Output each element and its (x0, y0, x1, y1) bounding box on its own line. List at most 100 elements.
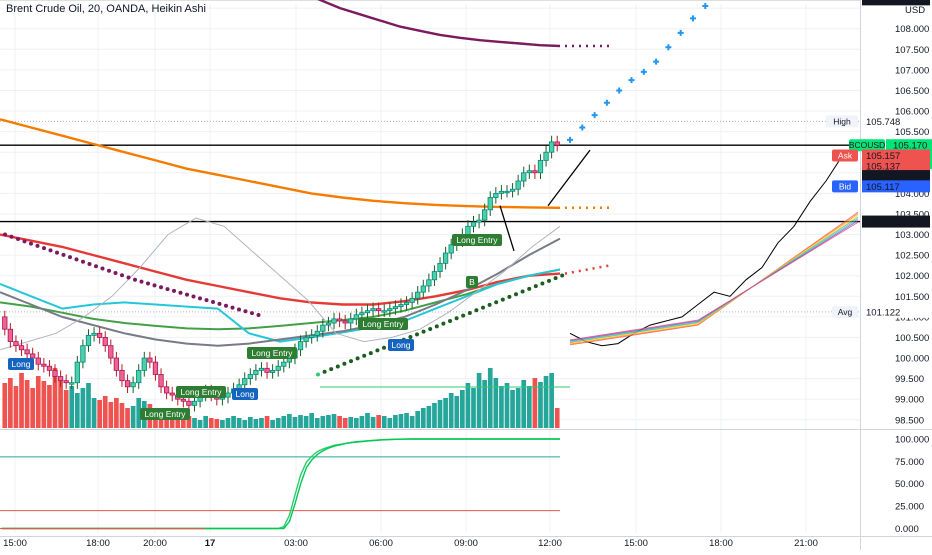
candle-body[interactable] (331, 318, 337, 324)
candle-body[interactable] (370, 308, 376, 312)
candle-body[interactable] (415, 291, 421, 299)
candle-body[interactable] (130, 382, 136, 388)
candle-body[interactable] (320, 324, 326, 332)
signal-marker-box[interactable] (232, 388, 258, 400)
candle-body[interactable] (85, 334, 92, 347)
signal-markers-layer[interactable]: Long Entry Long Long Entry Long Entry Long Lo… (8, 234, 502, 420)
candle-body[interactable] (74, 361, 80, 384)
candle-body[interactable] (113, 357, 120, 371)
candles-layer[interactable] (2, 135, 560, 412)
candle-body[interactable] (521, 172, 527, 182)
candle-body[interactable] (242, 378, 248, 386)
candle-body[interactable] (325, 322, 332, 326)
candle-body[interactable] (281, 361, 287, 367)
candle-body[interactable] (57, 376, 64, 382)
candle-body[interactable] (46, 365, 53, 371)
candle-body[interactable] (348, 318, 354, 324)
candle-body[interactable] (504, 190, 510, 194)
candle-body[interactable] (465, 225, 471, 235)
candle-body[interactable] (69, 382, 75, 385)
candle-body[interactable] (498, 190, 505, 194)
candle-body[interactable] (52, 369, 58, 377)
candle-body[interactable] (2, 316, 8, 330)
candle-body[interactable] (97, 332, 103, 338)
candle-body[interactable] (91, 332, 97, 336)
candle-body[interactable] (7, 328, 14, 342)
candle-body[interactable] (509, 188, 516, 192)
candle-body[interactable] (403, 302, 410, 305)
candle-body[interactable] (314, 330, 320, 336)
candle-body[interactable] (353, 314, 359, 320)
candle-body[interactable] (41, 363, 47, 367)
candle-body[interactable] (387, 308, 393, 312)
candle-body[interactable] (119, 369, 125, 382)
candle-body[interactable] (420, 285, 426, 293)
candle-body[interactable] (309, 334, 315, 338)
candle-body[interactable] (554, 141, 560, 146)
candle-body[interactable] (532, 170, 538, 174)
candle-body[interactable] (35, 357, 41, 365)
signal-marker-box[interactable] (176, 386, 226, 398)
candle-body[interactable] (431, 271, 438, 281)
candle-body[interactable] (493, 192, 499, 198)
candle-body[interactable] (258, 367, 265, 371)
candle-body[interactable] (124, 380, 131, 388)
candle-body[interactable] (359, 312, 365, 316)
signal-marker-box[interactable] (247, 347, 297, 359)
candle-body[interactable] (342, 320, 348, 324)
candle-body[interactable] (381, 310, 387, 313)
candle-body[interactable] (537, 160, 544, 174)
candle-body[interactable] (102, 337, 108, 347)
candle-body[interactable] (548, 141, 555, 153)
candle-body[interactable] (169, 392, 175, 396)
candle-body[interactable] (269, 369, 276, 373)
candle-body[interactable] (275, 365, 281, 371)
candle-body[interactable] (448, 244, 454, 254)
candle-body[interactable] (225, 392, 231, 398)
candle-body[interactable] (482, 209, 488, 221)
candle-body[interactable] (152, 361, 159, 375)
candle-body[interactable] (13, 341, 19, 347)
candle-body[interactable] (191, 400, 198, 406)
signal-marker-box[interactable] (388, 339, 414, 351)
candle-body[interactable] (80, 345, 86, 363)
candle-body[interactable] (147, 357, 153, 363)
candle-body[interactable] (376, 308, 382, 312)
candle-body[interactable] (526, 170, 532, 174)
candle-body[interactable] (180, 398, 186, 402)
candle-body[interactable] (543, 151, 549, 161)
time-axis[interactable]: 15:00 18:00 20:00 17 03:00 06:00 09:00 12:00 15:… (3, 538, 818, 549)
candle-body[interactable] (141, 357, 147, 371)
candle-body[interactable] (409, 297, 415, 303)
candle-body[interactable] (24, 349, 30, 355)
candle-body[interactable] (18, 345, 25, 351)
signal-marker-box[interactable] (466, 276, 478, 288)
candle-body[interactable] (398, 304, 404, 307)
candle-body[interactable] (108, 345, 114, 359)
candle-body[interactable] (303, 337, 309, 342)
candle-body[interactable] (186, 400, 192, 406)
candle-body[interactable] (297, 341, 304, 351)
candle-body[interactable] (426, 279, 432, 287)
signal-marker-box[interactable] (140, 408, 190, 420)
price-axis[interactable]: 98.500 99.000 99.500 100.000 100.500 101.000 1… (895, 5, 929, 535)
candle-body[interactable] (163, 386, 170, 394)
candle-body[interactable] (476, 219, 482, 223)
candle-body[interactable] (253, 369, 259, 375)
candle-body[interactable] (247, 374, 253, 380)
candle-body[interactable] (437, 262, 443, 272)
signal-marker-box[interactable] (8, 358, 34, 370)
candle-body[interactable] (264, 367, 270, 373)
candle-body[interactable] (442, 252, 449, 264)
candle-body[interactable] (515, 180, 521, 190)
candle-body[interactable] (487, 197, 493, 211)
candle-body[interactable] (364, 310, 371, 314)
candle-body[interactable] (470, 221, 477, 227)
candle-body[interactable] (392, 306, 399, 310)
signal-marker-box[interactable] (452, 234, 502, 246)
candle-body[interactable] (336, 318, 343, 322)
signal-marker-box[interactable] (358, 318, 408, 330)
candle-body[interactable] (136, 369, 142, 384)
candle-body[interactable] (63, 380, 69, 384)
